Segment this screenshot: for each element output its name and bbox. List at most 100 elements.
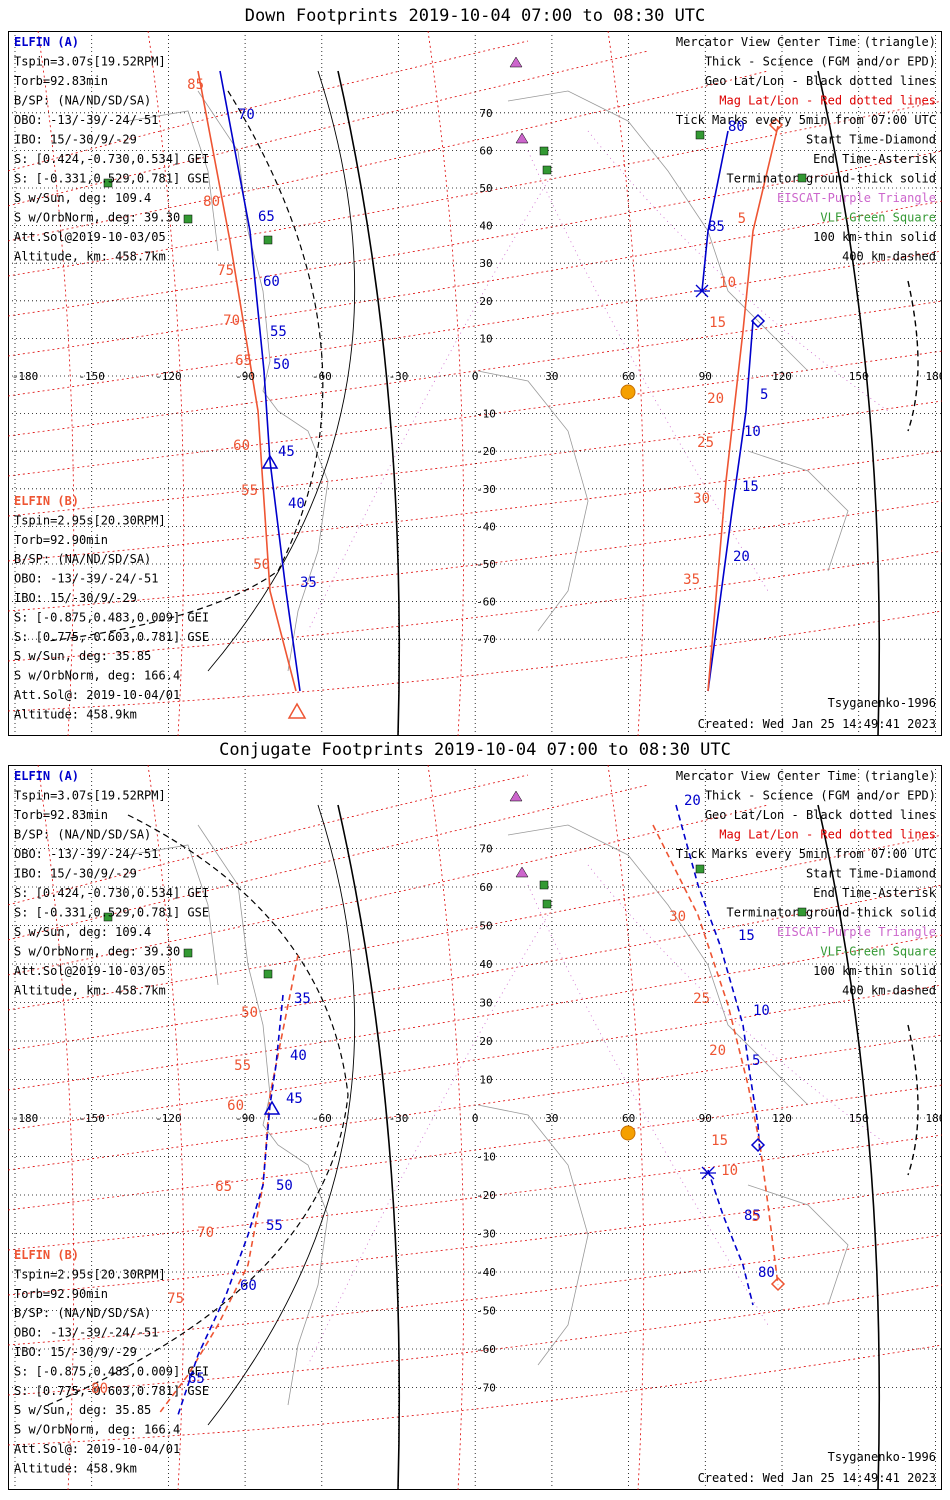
lat-tick-label: -20 [476,1189,496,1202]
elfin-a-mlat-tick: 55 [241,483,258,499]
legend-line: 400 km-dashed [842,984,936,998]
lon-tick-label: 150 [849,1112,869,1125]
elfin-b-mlat-tick: 30 [693,491,710,507]
legend-line: 100 km-thin solid [813,230,936,244]
legend-line: Geo Lat/Lon - Black dotted lines [705,74,936,88]
eiscat-triangle-icon [509,790,523,802]
elfin-a-track [177,994,284,1416]
elfin-b-info-line: Altitude: 458.9km [14,707,137,721]
elfin-b-info-line: Torb=92.90min [14,1287,108,1301]
vlf-square-icon [539,146,549,156]
lat-tick-label: 40 [479,220,492,233]
elfin-a-mlat-tick: 50 [241,1005,258,1021]
geo-grid [8,765,942,1490]
elfin-b-info-line: ELFIN (B) [14,494,79,508]
elfin-a-time-tick: 70 [238,107,255,123]
lon-tick-label: 60 [622,1112,635,1125]
coastlines [127,90,849,672]
elfin-b-time-tick: 85 [744,1208,761,1224]
lat-tick-label: 70 [479,107,492,120]
elfin-b-mlat-tick: 30 [669,909,686,925]
elfin-a-info-line: S: [-0.331,0.529,0.781] GSE [14,172,209,186]
elfin-a-info-line: S w/Sun, deg: 109.4 [14,925,151,939]
elfin-a-mlat-tick: 65 [215,1179,232,1195]
center-time-triangle-icon [287,702,307,719]
lon-tick-label: -90 [235,370,255,383]
elfin-a-time-tick: 65 [188,1371,205,1387]
legend-line: Mag Lat/Lon - Red dotted lines [719,828,936,842]
legend-line: End Time-Asterisk [813,152,937,166]
lat-tick-label: 20 [479,1035,492,1048]
elfin-b-time-tick: 20 [684,793,701,809]
lon-tick-label: 30 [545,1112,558,1125]
lat-tick-label: 10 [479,332,492,345]
legend-line: 400 km-dashed [842,250,936,264]
elfin-b-info-line: B/SP: (NA/ND/SD/SA) [14,552,151,566]
elfin-b-mlat-tick: 35 [683,572,700,588]
elfin-a-time-tick: 40 [290,1048,307,1064]
elfin-a-mlat-tick: 60 [233,438,250,454]
vlf-square-icon [183,214,193,224]
elfin-b-info-line: Altitude: 458.9km [14,1461,137,1475]
elfin-a-time-tick: 60 [240,1278,257,1294]
elfin-b-info-line: IBO: 15/-30/9/-29 [14,591,137,605]
elfin-a-time-tick: 50 [273,357,290,373]
lon-tick-label: -180 [12,370,39,383]
lon-tick-label: -30 [389,370,409,383]
elfin-a-mlat-tick: 85 [187,77,204,93]
start-diamond-icon [750,1137,766,1153]
elfin-b-time-tick: 80 [728,119,745,135]
lon-tick-label: 30 [545,370,558,383]
elfin-a-time-tick: 55 [266,1218,283,1234]
lat-tick-label: -70 [476,1382,496,1395]
center-time-triangle-icon [261,454,279,469]
elfin-a-info-line: Altitude, km: 458.7km [14,250,166,264]
elfin-a-mlat-tick: 70 [197,1225,214,1241]
lon-tick-label: -30 [389,1112,409,1125]
lon-tick-label: -60 [312,1112,332,1125]
vlf-square-icon [263,969,273,979]
lon-tick-label: 120 [772,1112,792,1125]
elfin-a-time-tick: 65 [258,209,275,225]
elfin-b-info-line: IBO: 15/-30/9/-29 [14,1345,137,1359]
elfin-b-mlat-tick: 20 [709,1043,726,1059]
legend-line: Tick Marks every 5min from 07:00 UTC [676,847,936,861]
vlf-square-icon [539,880,549,890]
elfin-b-info-line: S: [0.775,-0.603,0.781] GSE [14,1384,209,1398]
elfin-b-info-line: S: [0.775,-0.603,0.781] GSE [14,630,209,644]
elfin-a-info-line: S: [0.424,-0.730,0.534] GEI [14,152,209,166]
legend-line: Mercator View Center Time (triangle) [676,35,936,49]
vlf-square-icon [263,235,273,245]
elfin-a-info-line: Torb=92.83min [14,808,108,822]
start-diamond-icon [768,117,784,133]
elfin-a-mlat-track [197,70,297,692]
elfin-b-time-tick: 10 [744,424,761,440]
terminator [47,70,919,736]
lon-tick-label: -120 [155,370,182,383]
conjugate-footprints-map: -180 -150 -120 -90 -60 -30 0 30 60 90 120 150 180 70 6… [8,765,942,1490]
elfin-b-time-tick: 10 [753,1003,770,1019]
elfin-a-time-tick: 35 [294,991,311,1007]
lon-tick-label: 120 [772,370,792,383]
elfin-b-track-lower [707,1169,754,1306]
elfin-b-mlat-tick: 20 [707,391,724,407]
end-asterisk-icon [694,284,710,298]
elfin-b-info-line: Torb=92.90min [14,533,108,547]
map-frame [8,765,942,1490]
elfin-a-time-tick: 45 [286,1091,303,1107]
vlf-square-icon [797,907,807,917]
lat-tick-label: 10 [479,1074,492,1087]
elfin-a-info-line: ELFIN (A) [14,35,79,49]
terminator [47,804,919,1490]
elfin-b-info-line: S w/OrbNorm, deg: 166.4 [14,669,180,683]
elfin-b-time-tick: 5 [760,387,768,403]
eiscat-triangle-icon [509,56,523,68]
elfin-a-mlat-tick: 70 [223,313,240,329]
lon-tick-label: -150 [78,1112,105,1125]
elfin-a-time-tick: 60 [263,274,280,290]
lon-tick-label: -60 [312,370,332,383]
elfin-a-info-line: IBO: 15/-30/9/-29 [14,867,137,881]
vlf-square-icon [695,130,705,140]
legend-line: Terminator ground-thick solid [726,906,936,920]
elfin-a-info-line: IBO: 15/-30/9/-29 [14,133,137,147]
